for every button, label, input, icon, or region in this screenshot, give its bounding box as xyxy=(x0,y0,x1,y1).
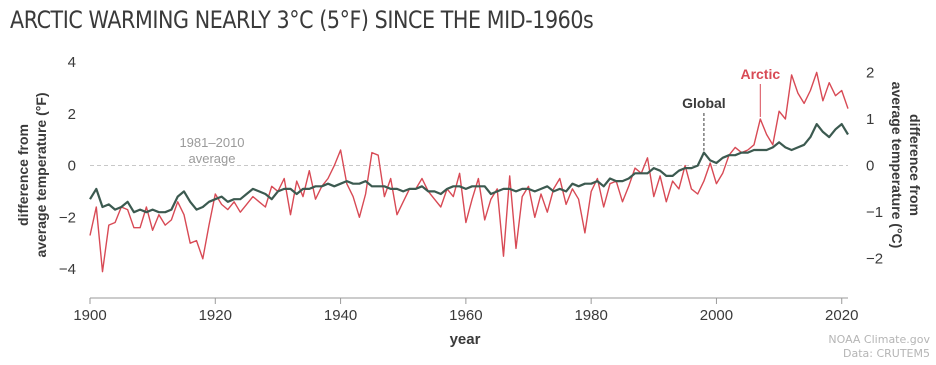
credit-source: NOAA Climate.gov xyxy=(828,333,930,346)
y-tick-right--2: −2 xyxy=(866,251,883,268)
x-tick-2000: 2000 xyxy=(700,307,733,324)
series-line-global xyxy=(89,122,849,214)
y-axis-left: 4 2 0 −2 −4 xyxy=(59,54,76,278)
y-tick-right-0: 0 xyxy=(866,157,874,174)
y-tick-right-1: 1 xyxy=(866,111,874,128)
y-axis-left-title-line1: difference from xyxy=(15,124,31,226)
y-tick-left--4: −4 xyxy=(59,261,76,278)
arctic-series-label: Arctic xyxy=(740,66,780,82)
y-axis-left-title-line2: average temperature (°F) xyxy=(33,92,49,257)
global-series-label: Global xyxy=(682,95,726,111)
credit-data: Data: CRUTEM5 xyxy=(843,347,930,360)
x-axis: 1900 1920 1940 1960 1980 2000 2020 xyxy=(73,297,858,324)
series-line-arctic xyxy=(89,71,849,273)
baseline-label-line2: average xyxy=(189,151,236,166)
y-axis-right-title-line1: difference from xyxy=(907,114,923,216)
y-axis-right: 2 1 0 −1 −2 xyxy=(866,64,883,267)
x-tick-1940: 1940 xyxy=(324,307,357,324)
series-layer xyxy=(89,71,849,273)
x-tick-1920: 1920 xyxy=(199,307,232,324)
y-tick-left-0: 0 xyxy=(68,158,76,175)
x-tick-1980: 1980 xyxy=(574,307,607,324)
y-tick-right-2: 2 xyxy=(866,64,874,81)
baseline-label-line1: 1981–2010 xyxy=(179,135,244,150)
chart-title: ARCTIC WARMING NEARLY 3°C (5°F) SINCE TH… xyxy=(10,6,594,34)
annotations: Arctic Global xyxy=(682,66,780,151)
x-axis-title: year xyxy=(450,331,481,348)
y-axis-right-title-line2: average temperature (°C) xyxy=(889,82,905,249)
x-tick-1960: 1960 xyxy=(449,307,482,324)
x-tick-2020: 2020 xyxy=(825,307,858,324)
y-tick-left-4: 4 xyxy=(68,54,76,71)
y-tick-left-2: 2 xyxy=(68,106,76,123)
y-tick-left--2: −2 xyxy=(59,209,76,226)
x-tick-1900: 1900 xyxy=(73,307,106,324)
y-tick-right--1: −1 xyxy=(866,204,883,221)
